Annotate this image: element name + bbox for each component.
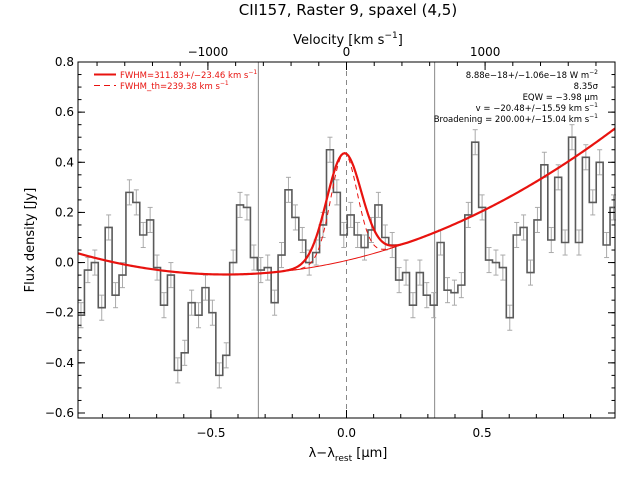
gaussian-fit-curve	[77, 127, 616, 276]
y-tick-label: 0.2	[55, 205, 74, 219]
x-tick-label: 0.0	[337, 426, 356, 440]
y-tick-label: 0.6	[55, 105, 74, 119]
legend-label-fwhm: FWHM=311.83+/−23.46 km s−1	[120, 69, 257, 81]
reference-lines	[257, 62, 436, 418]
x-tick-label: 0.5	[473, 426, 492, 440]
chart-title: CII157, Raster 9, spaxel (4,5)	[239, 1, 457, 19]
legend: FWHM=311.83+/−23.46 km s−1 FWHM_th=239.3…	[94, 69, 257, 92]
top-axis-label-main: Velocity [km s	[293, 33, 385, 48]
top-axis-label: Velocity [km s−1]	[293, 31, 403, 48]
y-tick-label: 0.0	[55, 256, 74, 270]
x-axis-label: λ−λrest [μm]	[309, 446, 388, 464]
x-tick-label: −0.5	[196, 426, 225, 440]
annotation-sigma: 8.35σ	[574, 82, 599, 92]
y-tick-label: 0.8	[55, 55, 74, 69]
top-tick-label: 1000	[470, 45, 501, 59]
annotation-broadening: Broadening = 200.00+/−15.04 km s−1	[434, 113, 598, 125]
axes: −0.6 −0.4 −0.2 0.0 0.2 0.4 0.6 0.8 −0.5 0.0 0.5 −10…	[45, 45, 616, 440]
spectrum-line	[78, 136, 615, 377]
y-tick-label: −0.2	[45, 306, 74, 320]
top-tick-label: −1000	[188, 45, 229, 59]
top-axis-label-exp: −1	[384, 31, 397, 41]
x-axis-label-unit: [μm]	[352, 446, 387, 461]
x-axis-label-sub: rest	[335, 454, 353, 464]
fit-curves	[77, 127, 616, 276]
top-tick-label: 0	[343, 45, 351, 59]
y-tick-label: 0.4	[55, 155, 74, 169]
legend-label-fwhm-th: FWHM_th=239.38 km s−1	[120, 80, 229, 92]
spectrum-steps	[78, 136, 615, 377]
annotation-eqw: EQW = −3.98 μm	[523, 93, 598, 103]
top-axis-label-end: ]	[398, 33, 403, 48]
y-tick-label: −0.6	[45, 406, 74, 420]
annotation-velocity: v = −20.48+/−15.59 km s−1	[476, 102, 599, 114]
annotation-flux: 8.88e−18+/−1.06e−18 W m−2	[466, 69, 598, 81]
annotations: 8.88e−18+/−1.06e−18 W m−2 8.35σ EQW = −3…	[434, 69, 599, 125]
y-axis-label: Flux density [Jy]	[23, 188, 38, 293]
x-axis-label-main: λ−λ	[309, 446, 336, 461]
y-tick-label: −0.4	[45, 356, 74, 370]
